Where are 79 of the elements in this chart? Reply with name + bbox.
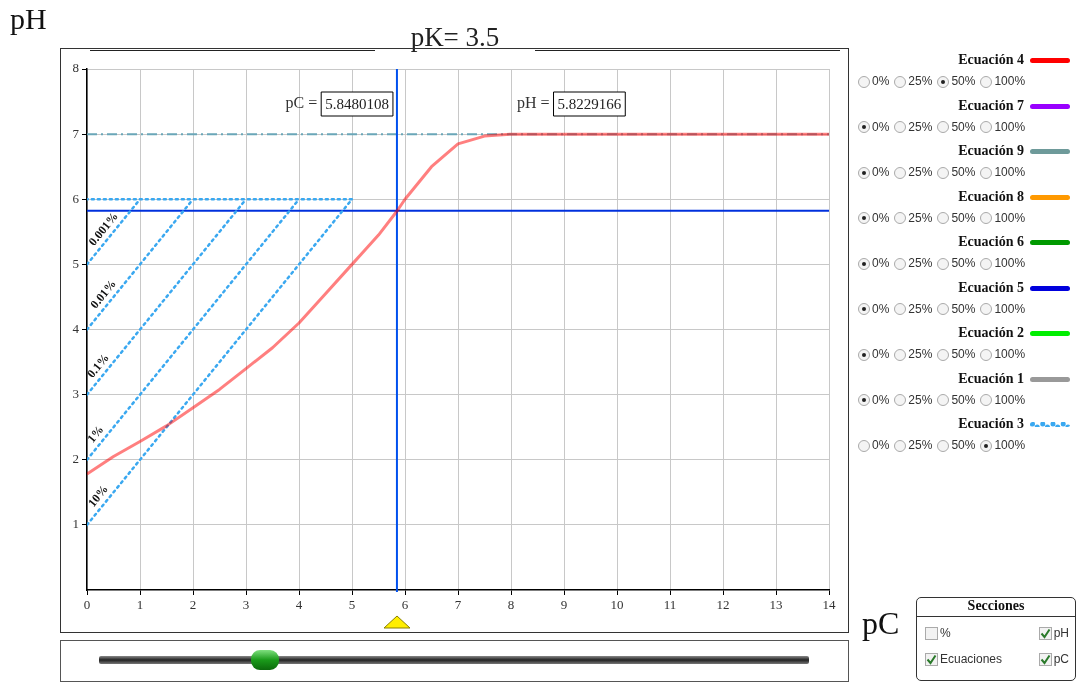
text: 100% <box>994 392 1026 407</box>
legend-label: Ecuación 4 <box>957 52 1025 69</box>
text: 100% <box>994 119 1026 134</box>
y-tick-label: 2 <box>72 451 79 467</box>
text: 100% <box>994 210 1026 225</box>
y-tick-label: 8 <box>72 60 79 76</box>
text: 100% <box>994 165 1026 179</box>
text: 50% <box>951 210 976 225</box>
legend-label: Ecuación 3 <box>957 416 1025 433</box>
y-tick-label: 6 <box>72 190 80 206</box>
legend-label: Ecuación 1 <box>957 370 1025 388</box>
text: 0% <box>872 256 890 270</box>
text: 100% <box>994 438 1026 452</box>
text: 0% <box>872 301 890 316</box>
x-tick-label: 11 <box>663 597 677 613</box>
legend-label: Ecuación 9 <box>957 143 1025 160</box>
text: 0% <box>872 347 890 361</box>
text: 100% <box>994 256 1026 270</box>
text: 0% <box>872 165 890 179</box>
y-tick-label: 4 <box>72 320 80 336</box>
text: 50% <box>951 119 976 134</box>
legend-label: Ecuación 7 <box>957 97 1025 115</box>
x-tick-label: 2 <box>189 597 197 613</box>
text: 0% <box>872 438 890 452</box>
text: 25% <box>907 74 933 88</box>
x-tick-label: 10 <box>610 597 624 613</box>
chart-title: pK= 3.5 <box>409 22 501 53</box>
text: 25% <box>908 301 933 316</box>
annotation: 1% <box>84 422 107 446</box>
text: Ecuaciones <box>939 652 1003 667</box>
x-axis-title: pC <box>862 605 900 642</box>
text: 25% <box>908 119 933 134</box>
legend-label: Ecuación 8 <box>957 188 1025 206</box>
x-tick-label: 5 <box>348 597 356 613</box>
text: 50% <box>951 165 976 179</box>
x-tick-label: 12 <box>716 597 730 613</box>
y-tick-label: 3 <box>72 386 79 402</box>
x-tick-label: 7 <box>454 597 462 613</box>
text: 50% <box>951 392 976 407</box>
y-tick-label: 1 <box>72 516 79 532</box>
text: 50% <box>951 438 976 452</box>
text: 25% <box>908 210 933 225</box>
text: 100% <box>994 301 1026 316</box>
text: 25% <box>908 256 933 270</box>
y-axis-title: pH <box>10 2 47 36</box>
text: 0% <box>872 119 890 134</box>
text: Secciones <box>917 598 1075 617</box>
text: pC <box>1052 652 1069 667</box>
text: 50% <box>951 347 976 361</box>
legend-label: Ecuación 2 <box>957 325 1025 342</box>
text: % <box>939 626 951 641</box>
x-tick-label: 6 <box>401 597 409 613</box>
text: 25% <box>908 165 933 179</box>
text: 50% <box>951 301 976 316</box>
x-tick-label: 0 <box>83 597 91 613</box>
ref-line-label: pC = 5.8480108 <box>285 94 389 113</box>
legend-label: Ecuación 5 <box>957 279 1025 297</box>
text: 0% <box>871 74 890 88</box>
legend-label: Ecuación 6 <box>957 234 1025 251</box>
x-tick-label: 1 <box>136 597 144 613</box>
text: 50% <box>951 256 976 270</box>
y-tick-label: 7 <box>72 125 80 141</box>
x-tick-label: 14 <box>822 597 836 613</box>
x-tick-label: 13 <box>769 597 783 613</box>
text: 100% <box>993 74 1026 88</box>
text: 25% <box>908 438 933 452</box>
text: 25% <box>908 347 933 361</box>
x-tick-label: 4 <box>295 597 303 613</box>
annotation: pH = 5.8229166 <box>516 94 622 113</box>
x-tick-label: 9 <box>560 597 568 613</box>
text: 0% <box>872 392 890 407</box>
text: 50% <box>950 74 976 88</box>
text: 0% <box>872 210 890 225</box>
y-tick-label: 5 <box>72 255 79 271</box>
text: 25% <box>908 392 933 407</box>
text: pH <box>1052 626 1069 641</box>
text: 100% <box>994 347 1026 361</box>
x-tick-label: 8 <box>507 597 515 613</box>
x-tick-label: 3 <box>242 597 250 613</box>
